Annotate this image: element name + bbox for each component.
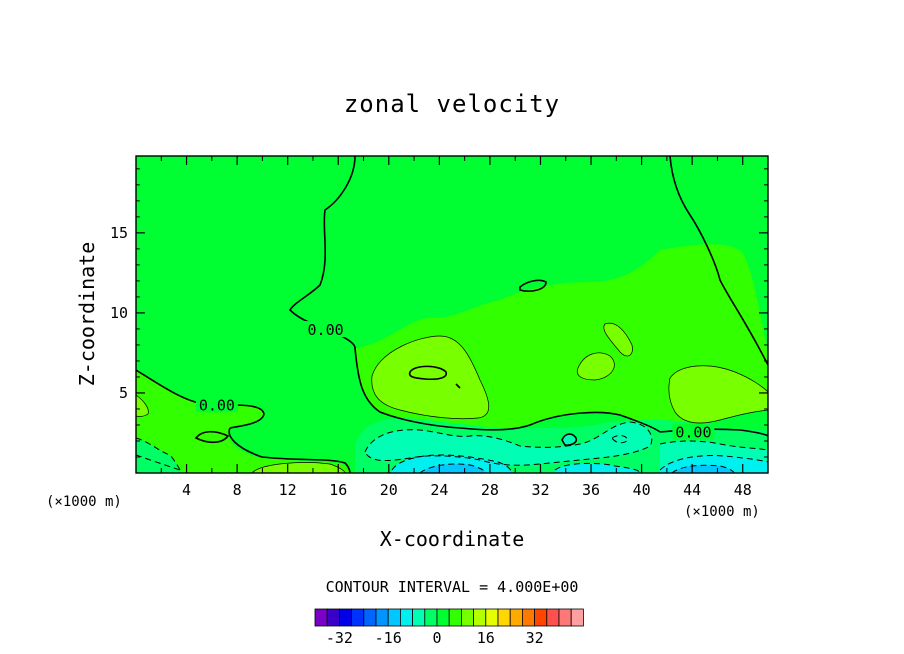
colorbar-swatch: [436, 608, 450, 627]
plot-area: 0.00 0.00 0.00: [136, 156, 768, 473]
y-axis-title: Z-coordinate: [75, 242, 99, 387]
colorbar-swatch: [412, 608, 426, 627]
contour-label-bg: [672, 423, 715, 440]
region-weak-negative: [136, 438, 182, 473]
region-strongest-negative: [420, 463, 486, 473]
x-axis-unit-left: (×1000 m): [46, 494, 122, 510]
colorbar-swatch: [497, 608, 511, 627]
region-weak-positive: [136, 370, 350, 473]
colorbar-swatch: [375, 608, 389, 627]
colorbar-swatch: [363, 608, 377, 627]
region-positive: [252, 462, 345, 473]
x-tick-label: 24: [430, 481, 448, 499]
contour-lines-dashed: [136, 421, 768, 473]
region-positive: [577, 352, 615, 380]
colorbar-swatch: [399, 608, 413, 627]
colorbar-swatch: [448, 608, 462, 627]
colorbar-swatch: [522, 608, 536, 627]
colorbar-tick-label: 0: [432, 629, 441, 647]
colorbar-swatch: [558, 608, 572, 627]
colorbar-tick-label: -32: [326, 629, 353, 647]
colorbar-swatch: [509, 608, 523, 627]
x-tick-label: 4: [182, 481, 191, 499]
colorbar-swatch: [460, 608, 474, 627]
colorbar-tick-label: 16: [477, 629, 495, 647]
contour-lines-thin: [136, 322, 768, 473]
colorbar-swatch: [485, 608, 499, 627]
contour-interval-text: CONTOUR INTERVAL = 4.000E+00: [326, 578, 579, 596]
colorbar-swatch: [473, 608, 487, 627]
contour-label: 0.00: [199, 396, 235, 414]
colorbar-swatch: [424, 608, 438, 627]
colorbar: -32 -16 0 16 32: [314, 608, 584, 647]
x-tick-label: 20: [380, 481, 398, 499]
x-tick-label: 12: [279, 481, 297, 499]
colorbar-swatch: [314, 608, 328, 627]
colorbar-swatch: [387, 608, 401, 627]
region-positive: [668, 365, 768, 423]
colorbar-tick-label: 32: [526, 629, 544, 647]
x-tick-label: 36: [582, 481, 600, 499]
y-tick-label: 15: [110, 224, 128, 242]
region-strongest-negative: [672, 465, 734, 473]
y-tick-label: 10: [110, 304, 128, 322]
x-tick-label: 8: [233, 481, 242, 499]
x-tick-label: 16: [329, 481, 347, 499]
colorbar-swatch: [534, 608, 548, 627]
colorbar-swatch: [546, 608, 560, 627]
x-axis-unit-right: (×1000 m): [684, 504, 760, 520]
region-negative: [612, 435, 628, 443]
region-negative: [365, 422, 652, 466]
x-tick-label: 48: [734, 481, 752, 499]
x-tick-label: 40: [633, 481, 651, 499]
contour-label: 0.00: [675, 424, 711, 442]
contour-labels: 0.00 0.00 0.00: [195, 321, 715, 442]
contour-label-bg: [195, 396, 238, 413]
contour-lines-solid: [136, 156, 768, 473]
region-positive: [603, 323, 633, 356]
contour-label: 0.00: [308, 321, 344, 339]
colorbar-tick-label: -16: [375, 629, 402, 647]
colorbar-swatch: [351, 608, 365, 627]
region-positive: [409, 366, 447, 380]
y-tick-label: 5: [119, 384, 128, 402]
x-tick-label: 32: [531, 481, 549, 499]
colorbar-swatch: [326, 608, 340, 627]
contour-label-bg: [304, 321, 347, 338]
x-tick-label: 44: [683, 481, 701, 499]
colorbar-swatch: [570, 608, 584, 627]
plot-frame: [135, 155, 769, 474]
x-axis-title: X-coordinate: [380, 527, 525, 551]
region-positive: [136, 395, 149, 417]
colorbar-swatch: [338, 608, 352, 627]
chart-title: zonal velocity: [344, 90, 560, 118]
x-tick-label: 28: [481, 481, 499, 499]
region-strong-negative: [555, 463, 640, 473]
